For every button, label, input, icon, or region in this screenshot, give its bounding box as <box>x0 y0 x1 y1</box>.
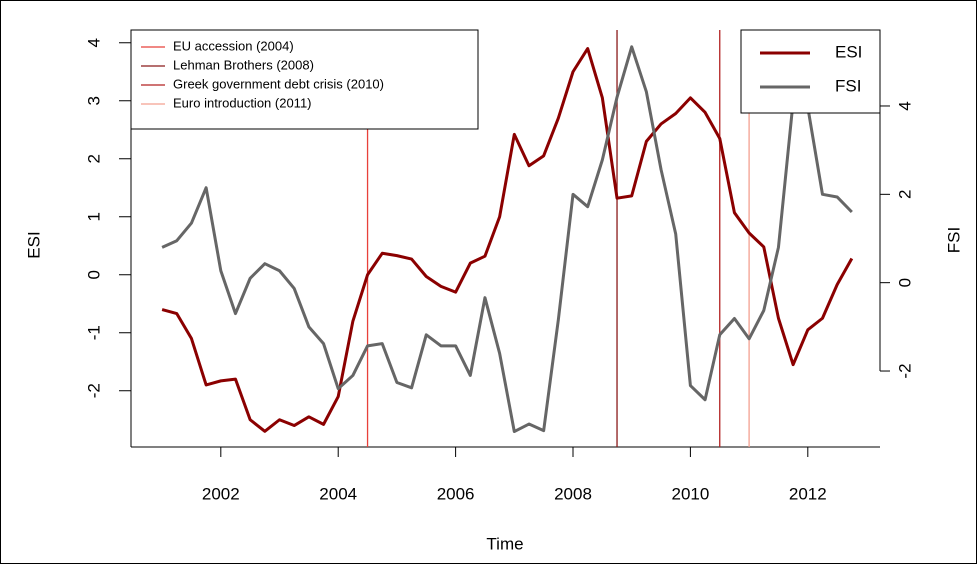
x-tick-label: 2002 <box>202 484 240 503</box>
y2-tick-label: 4 <box>895 101 914 110</box>
y-tick-label: 0 <box>84 270 103 279</box>
y2-tick-label: 2 <box>895 190 914 199</box>
legend-box <box>130 29 479 130</box>
y-axis-title: ESI <box>24 231 43 258</box>
y-tick-label: -1 <box>84 325 103 340</box>
legend-label: Euro introduction (2011) <box>173 95 312 110</box>
x-tick-label: 2006 <box>437 484 475 503</box>
series-line <box>161 45 853 434</box>
y-tick-label: 2 <box>84 154 103 163</box>
x-tick-label: 2004 <box>319 484 357 503</box>
x-tick-label: 2012 <box>789 484 827 503</box>
y-tick-label: 1 <box>84 212 103 221</box>
series-line <box>161 47 854 433</box>
legend-label: ESI <box>835 42 862 61</box>
legend-label: Lehman Brothers (2008) <box>173 57 314 72</box>
legend-label: Greek government debt crisis (2010) <box>173 76 384 91</box>
legend-label: FSI <box>835 76 861 95</box>
x-tick-label: 2010 <box>671 484 709 503</box>
legend-box <box>740 29 881 114</box>
y2-tick-label: 0 <box>895 278 914 287</box>
y-tick-label: 4 <box>84 38 103 47</box>
x-tick-label: 2008 <box>554 484 592 503</box>
y2-axis-title: FSI <box>944 227 963 253</box>
y-tick-label: 3 <box>84 96 103 105</box>
y2-tick-label: -2 <box>895 363 914 378</box>
legend-label: EU accession (2004) <box>173 38 294 53</box>
x-axis-title: Time <box>486 534 523 553</box>
y-tick-label: -2 <box>84 383 103 398</box>
